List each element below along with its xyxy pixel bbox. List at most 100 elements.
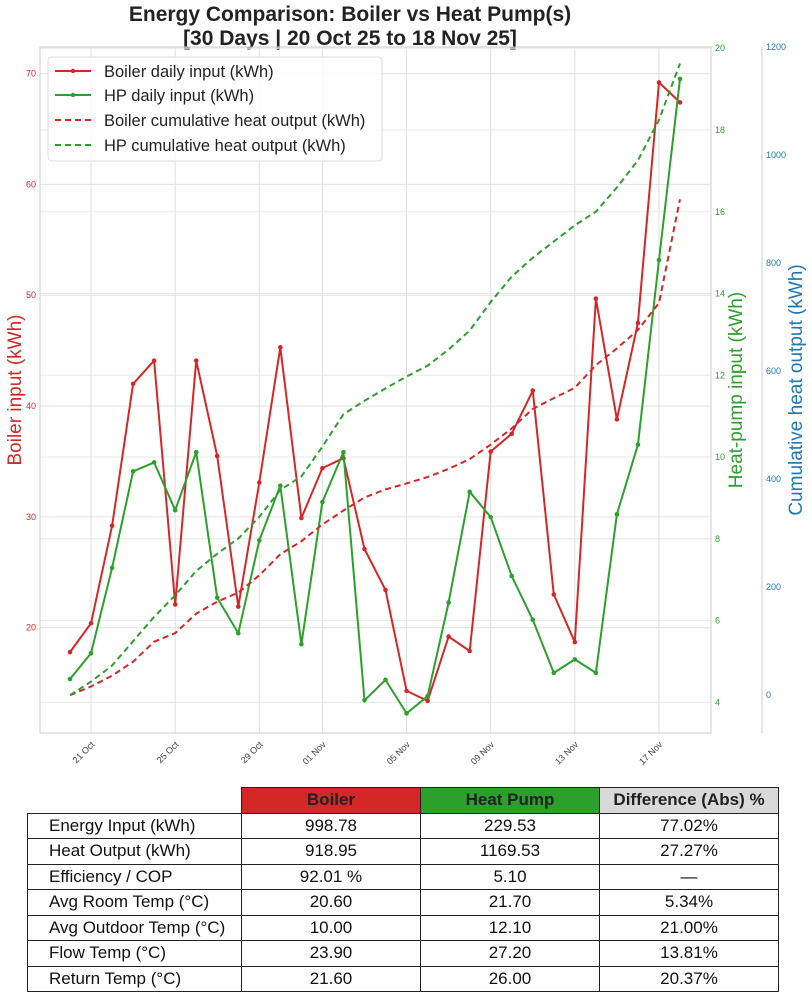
- data-point: [467, 648, 472, 654]
- data-point: [299, 515, 304, 521]
- y-tick-label-boiler: 50: [26, 290, 36, 300]
- data-point: [488, 514, 493, 520]
- series-group: [67, 63, 683, 716]
- data-point: [299, 641, 304, 647]
- data-point: [257, 480, 262, 485]
- table-row: Energy Input (kWh) 998.78 229.53 77.02%: [27, 812, 779, 839]
- boiler-value: 10.00: [241, 914, 421, 941]
- table-row: Avg Outdoor Temp (°C) 10.00 12.10 21.00%: [27, 914, 779, 941]
- chart-plot: 21 Oct 25 Oct 29 Oct 01 Nov 05 Nov 09 Nov 13 N…: [5, 42, 807, 767]
- data-point: [677, 100, 683, 105]
- data-point: [656, 80, 662, 85]
- x-tick-label: 05 Nov: [385, 739, 413, 767]
- data-point: [235, 604, 241, 609]
- data-point: [593, 670, 599, 676]
- y-tick-label-heat-pump: 18: [715, 125, 725, 135]
- data-point: [488, 449, 493, 454]
- y-tick-label-heat-pump: 6: [715, 616, 720, 626]
- data-point: [320, 465, 325, 471]
- row-label: Energy Input (kWh): [27, 812, 242, 839]
- row-label: Avg Outdoor Temp (°C): [27, 914, 242, 941]
- data-point: [214, 595, 220, 600]
- table-row: Heat Output (kWh) 918.95 1169.53 27.27%: [27, 838, 779, 865]
- data-point: [467, 489, 472, 495]
- series-line-1: [69, 78, 681, 715]
- y-tick-label-boiler: 60: [26, 179, 36, 189]
- data-point: [635, 320, 641, 326]
- boiler-value: 20.60: [241, 889, 421, 916]
- data-point: [593, 296, 599, 301]
- legend-box: [47, 56, 383, 162]
- y-tick-label-heat-pump: 4: [715, 697, 720, 707]
- y-tick-label-cumulative: 1000: [766, 150, 786, 160]
- y-tick-label-boiler: 40: [26, 401, 36, 411]
- y-tick-label-heat-pump: 10: [715, 452, 725, 462]
- svg-text:HP cumulative heat output (kWh: HP cumulative heat output (kWh): [104, 137, 346, 155]
- data-point: [404, 711, 409, 716]
- data-point: [362, 697, 367, 703]
- chart-title: Energy Comparison: Boiler vs Heat Pump(s…: [0, 3, 700, 51]
- boiler-value: 21.60: [241, 965, 421, 992]
- data-point: [509, 573, 515, 579]
- table-row: Return Temp (°C) 21.60 26.00 20.37%: [27, 965, 779, 992]
- table-header-row: Boiler Heat Pump Difference (Abs) %: [28, 787, 779, 814]
- legend-entry-hp-daily: HP daily input (kWh): [55, 87, 254, 105]
- table-header-blank: [28, 788, 242, 814]
- legend-entry-boiler-cumulative: Boiler cumulative heat output (kWh): [55, 112, 365, 130]
- data-point: [530, 617, 536, 623]
- y-tick-label-cumulative: 0: [766, 690, 771, 700]
- boiler-value: 918.95: [241, 838, 421, 865]
- hp-value: 1169.53: [420, 838, 600, 865]
- data-point: [130, 381, 136, 387]
- x-tick-label: 09 Nov: [469, 739, 497, 767]
- hp-value: 21.70: [420, 889, 600, 916]
- diff-value: 27.27%: [599, 838, 779, 865]
- series-line-3: [69, 63, 681, 697]
- diff-value: —: [599, 863, 779, 890]
- data-point: [278, 483, 283, 488]
- data-point: [530, 388, 536, 393]
- hp-value: 12.10: [420, 914, 600, 941]
- data-point: [193, 358, 199, 363]
- data-point: [362, 546, 367, 552]
- diff-value: 13.81%: [599, 940, 779, 967]
- y-tick-label-heat-pump: 8: [715, 534, 720, 544]
- data-point: [551, 670, 557, 676]
- data-point: [446, 634, 451, 639]
- x-tick-label: 25 Oct: [155, 739, 181, 765]
- data-point: [257, 538, 262, 543]
- table-header-heat-pump: Heat Pump: [420, 787, 600, 814]
- hp-value: 5.10: [420, 863, 600, 890]
- data-point: [235, 630, 241, 636]
- data-point: [614, 417, 620, 422]
- x-tick-label: 29 Oct: [239, 739, 265, 765]
- svg-text:Boiler cumulative heat output: Boiler cumulative heat output (kWh): [104, 112, 365, 130]
- chart-subtitle: [30 Days | 20 Oct 25 to 18 Nov 25]: [183, 27, 517, 50]
- y-tick-label-boiler: 20: [26, 623, 36, 633]
- diff-value: 5.34%: [599, 889, 779, 916]
- data-point: [572, 657, 578, 662]
- y-tick-label-heat-pump: 12: [715, 370, 725, 380]
- y-tick-label-cumulative: 1200: [766, 42, 786, 52]
- table-row: Efficiency / COP 92.01 % 5.10—: [27, 863, 779, 890]
- data-point: [88, 620, 94, 626]
- boiler-value: 23.90: [241, 940, 421, 967]
- data-point: [572, 639, 578, 645]
- y-axis-label-boiler: Boiler input (kWh): [5, 315, 26, 466]
- x-tick-label: 21 Oct: [71, 739, 97, 765]
- data-point: [551, 592, 557, 597]
- row-label: Return Temp (°C): [27, 965, 242, 992]
- data-point: [109, 565, 115, 571]
- boiler-value: 998.78: [241, 812, 421, 839]
- y-axis-label-heat-pump: Heat-pump input (kWh): [726, 292, 747, 488]
- series-line-0: [69, 81, 681, 702]
- y-tick-label-cumulative: 800: [766, 258, 781, 268]
- data-point: [214, 453, 220, 459]
- plot-frame: [39, 46, 712, 734]
- data-point: [614, 511, 620, 517]
- data-point: [109, 523, 115, 529]
- data-point: [383, 677, 388, 683]
- data-point: [509, 431, 515, 437]
- svg-text:Boiler daily input (kWh): Boiler daily input (kWh): [104, 63, 274, 81]
- data-point: [193, 449, 199, 455]
